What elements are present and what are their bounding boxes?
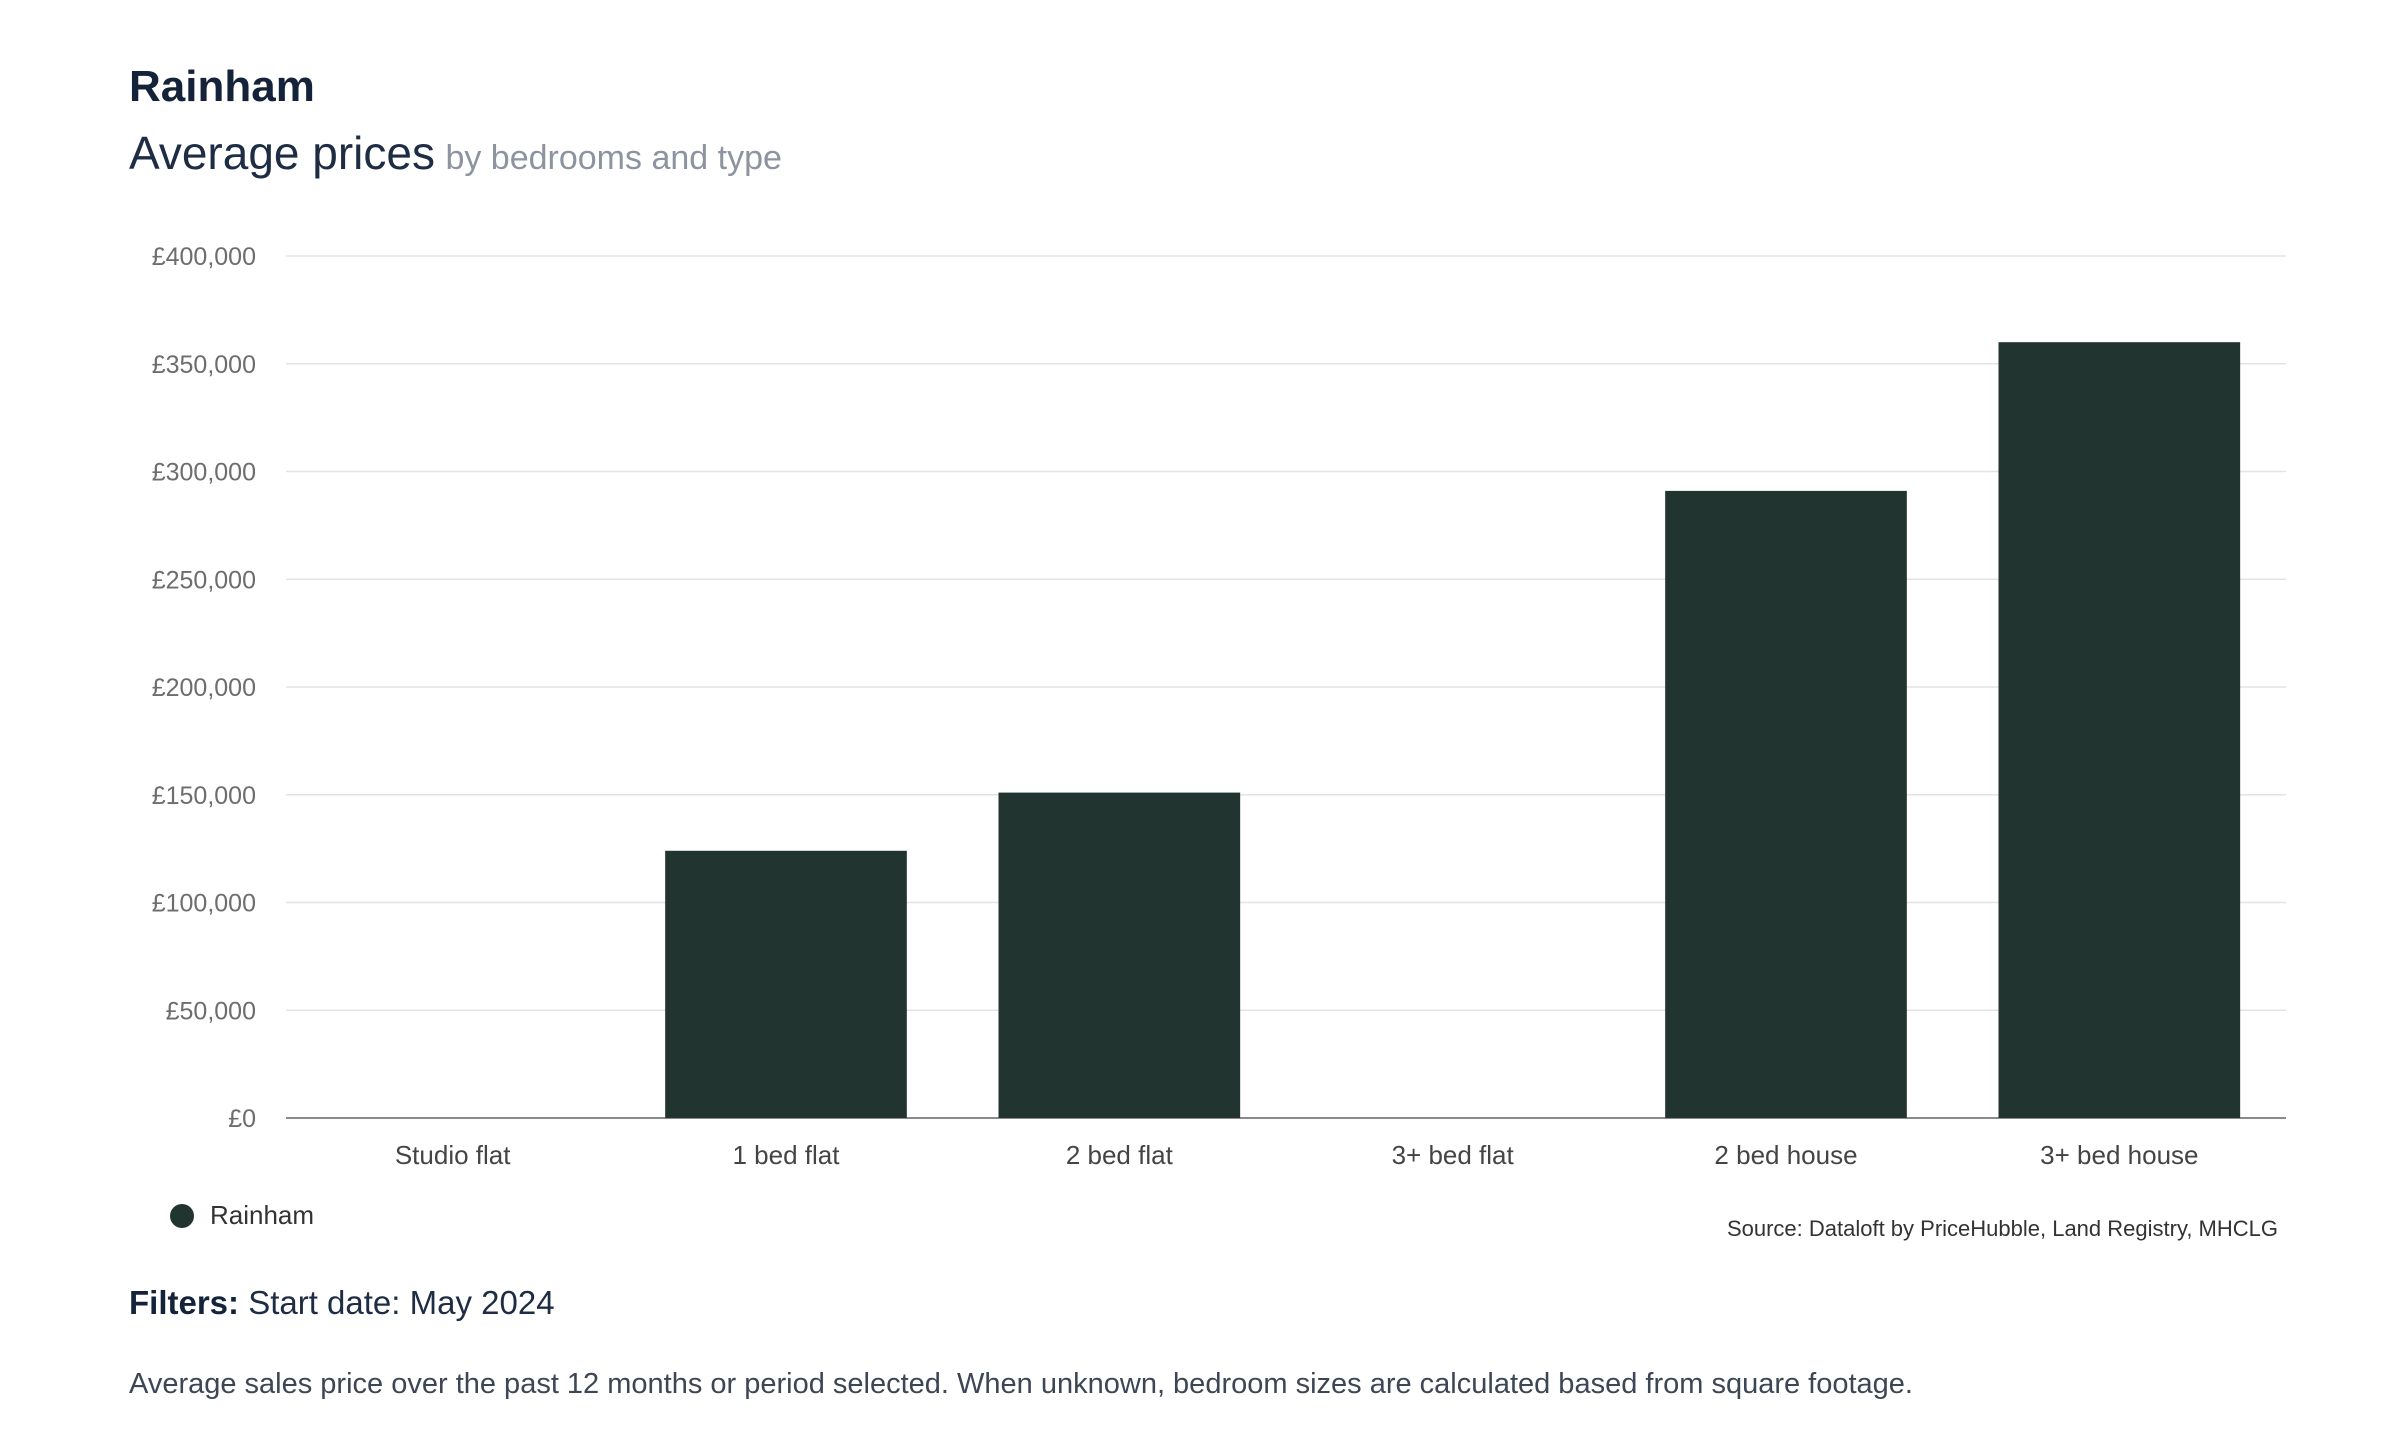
bar bbox=[998, 792, 1241, 1118]
x-tick-label: 1 bed flat bbox=[733, 1140, 841, 1170]
chart-subtitle: Average prices by bedrooms and type bbox=[129, 126, 782, 180]
filters-label: Filters: bbox=[129, 1284, 240, 1321]
bar bbox=[665, 850, 907, 1118]
y-tick-label: £400,000 bbox=[152, 243, 256, 271]
y-tick-label: £200,000 bbox=[152, 674, 256, 702]
bar bbox=[1998, 342, 2241, 1118]
y-tick-label: £100,000 bbox=[152, 890, 256, 918]
filters-value: Start date: May 2024 bbox=[248, 1284, 555, 1321]
x-tick-label: 3+ bed flat bbox=[1392, 1140, 1515, 1170]
y-tick-label: £300,000 bbox=[152, 459, 256, 487]
legend-label: Rainham bbox=[210, 1200, 315, 1230]
x-tick-label: 3+ bed house bbox=[2040, 1140, 2198, 1170]
bar bbox=[1665, 490, 1907, 1118]
x-tick-label: 2 bed flat bbox=[1066, 1140, 1174, 1170]
source-note: Source: Dataloft by PriceHubble, Land Re… bbox=[1726, 1216, 2278, 1241]
y-tick-label: £250,000 bbox=[152, 566, 256, 594]
y-tick-label: £150,000 bbox=[152, 782, 256, 810]
y-tick-label: £350,000 bbox=[152, 351, 256, 379]
y-tick-label: £50,000 bbox=[166, 997, 256, 1025]
legend: Rainham bbox=[170, 1200, 314, 1231]
legend-swatch bbox=[170, 1203, 194, 1228]
x-tick-label: Studio flat bbox=[395, 1140, 511, 1170]
chart-title: Rainham bbox=[129, 62, 315, 111]
subtitle-qualifier: by bedrooms and type bbox=[445, 139, 782, 177]
filters: Filters: Start date: May 2024 bbox=[129, 1284, 555, 1322]
subtitle-main: Average prices bbox=[129, 127, 435, 179]
footnote: Average sales price over the past 12 mon… bbox=[129, 1368, 1913, 1400]
y-tick-label: £0 bbox=[228, 1105, 256, 1133]
x-tick-label: 2 bed house bbox=[1714, 1140, 1857, 1170]
